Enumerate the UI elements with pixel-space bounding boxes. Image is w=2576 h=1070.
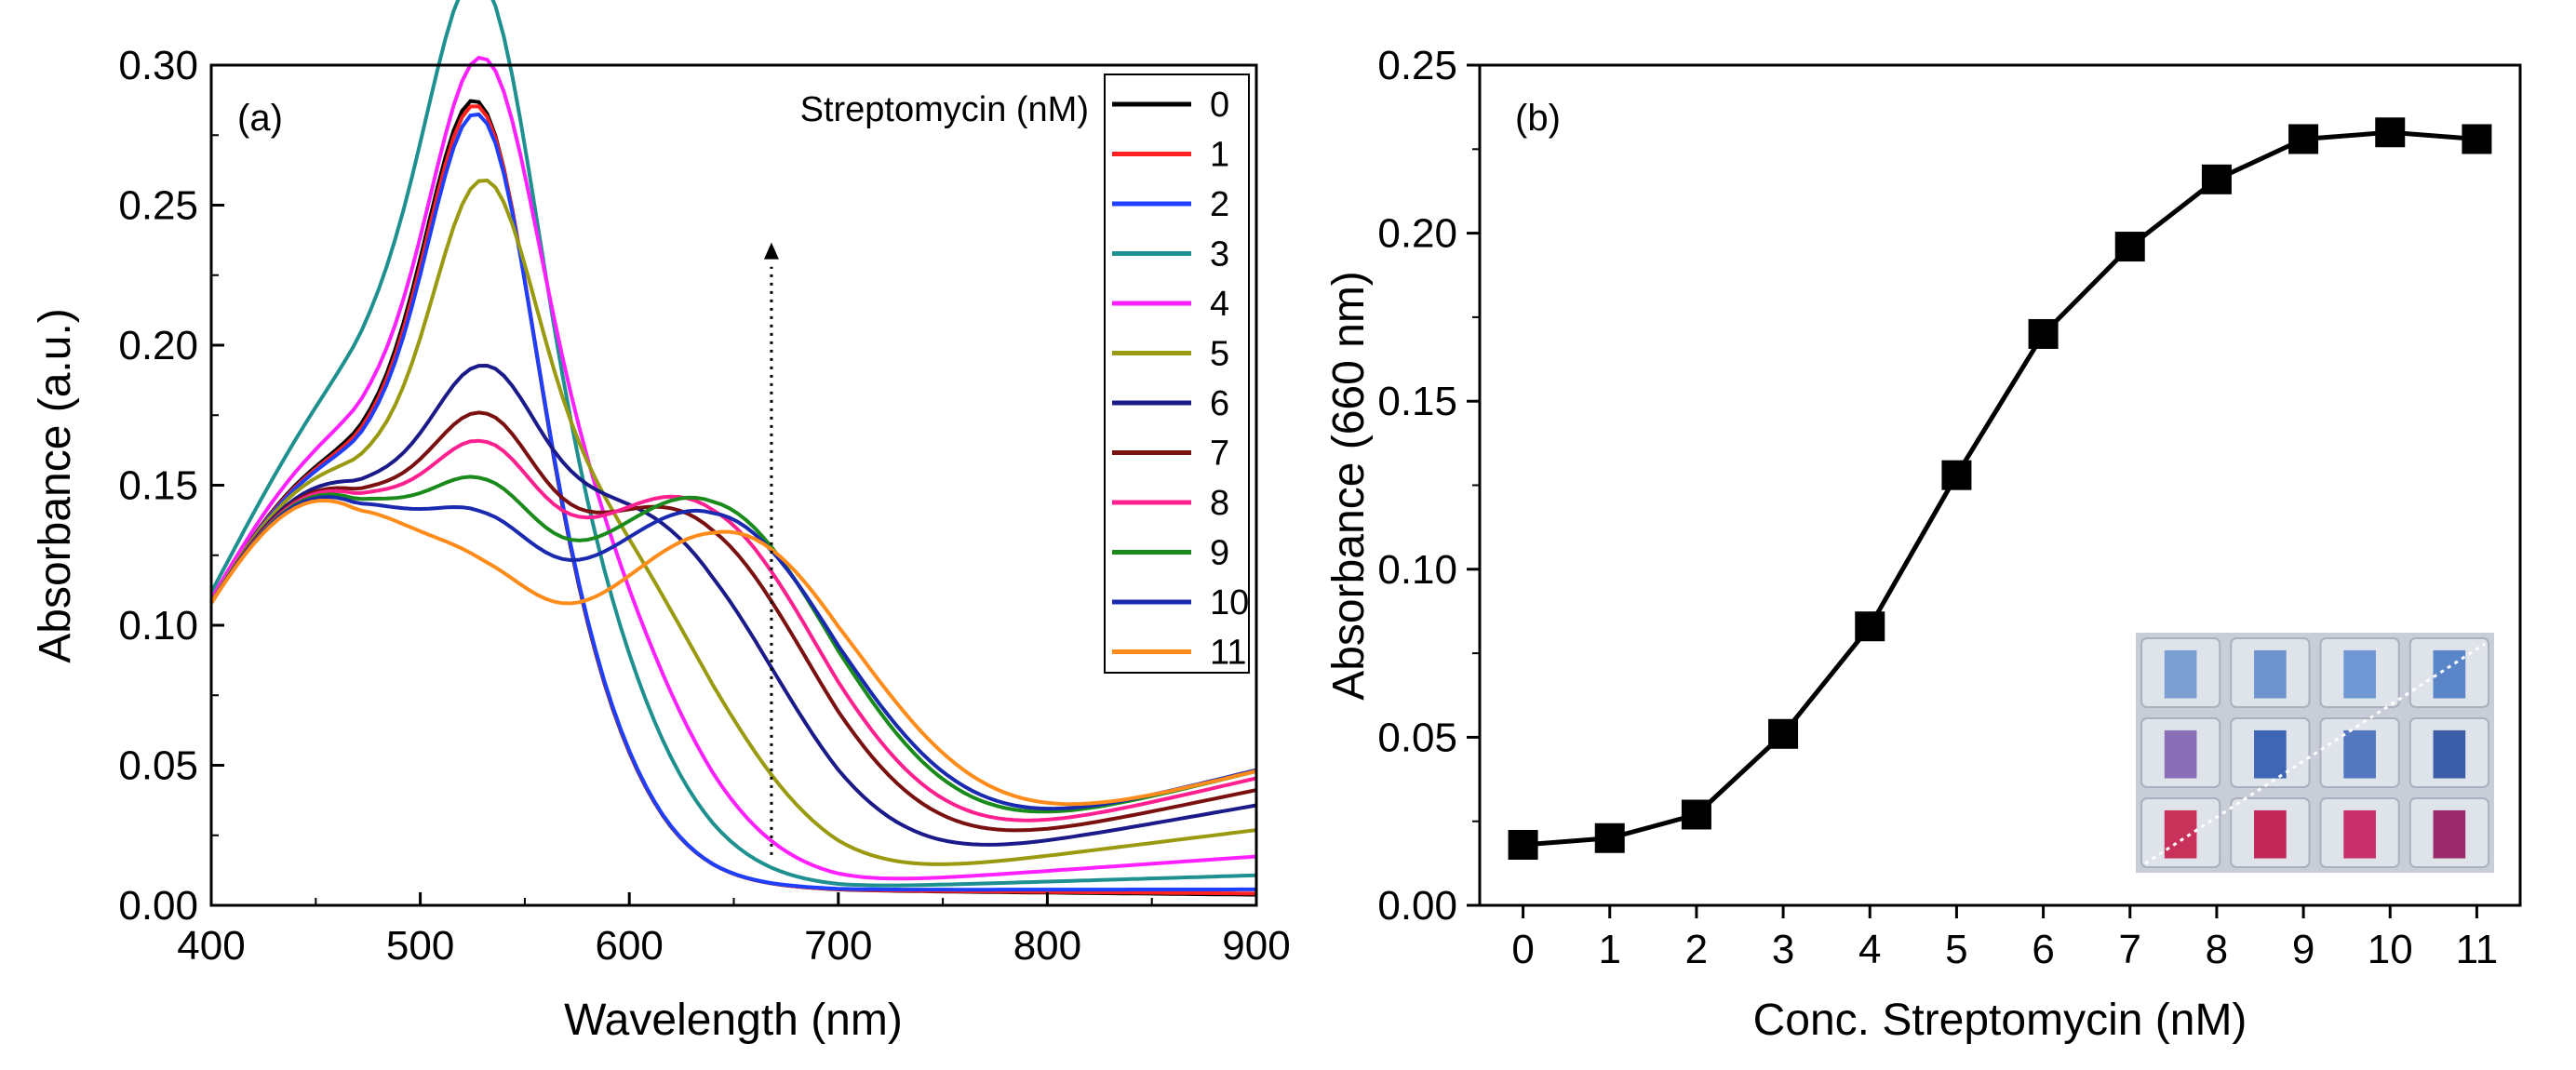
inset-cuvette-liquid (2343, 649, 2376, 699)
panel-b-point (2288, 124, 2319, 154)
panel-a-curve-8 (209, 438, 1257, 823)
panel-a-y-tick-label: 0.30 (118, 43, 198, 88)
legend-label-5: 5 (1210, 335, 1229, 374)
panel-a-y-axis-title: Absorbance (a.u.) (31, 308, 80, 663)
panel-a-x-tick-label: 600 (595, 923, 663, 969)
panel-b-x-tick-label: 7 (2119, 927, 2141, 972)
panel-a-x-ticks: 400 500 600 700 800 900 (177, 892, 1291, 969)
panel-b-x-tick-label: 6 (2032, 927, 2054, 972)
panel-b-point (2201, 164, 2232, 194)
panel-a-x-tick-label: 800 (1013, 923, 1081, 969)
panel-b-points (1508, 117, 2492, 860)
panel-b-point (1681, 799, 1711, 830)
inset-cuvette-liquid (2254, 809, 2287, 859)
inset-cuvette-liquid (2164, 649, 2197, 699)
panel-a-curve-7 (209, 410, 1257, 833)
panel-b-x-tick-label: 3 (1772, 927, 1794, 972)
panel-a-label: (a) (237, 98, 283, 139)
panel-a-y-tick-label: 0.15 (118, 463, 198, 509)
panel-b-x-tick-label: 2 (1685, 927, 1708, 972)
panel-a-x-axis-title: Wavelength (nm) (564, 996, 903, 1045)
panel-b-point (1855, 611, 1885, 642)
panel-a-y-tick-label: 0.25 (118, 183, 198, 229)
panel-a-legend-title: Streptomycin (nM) (800, 90, 1089, 129)
inset-cuvette-liquid (2254, 649, 2287, 699)
inset-cuvette-liquid (2343, 729, 2376, 779)
inset-cuvette-photo (2136, 633, 2494, 873)
legend-label-9: 9 (1210, 534, 1229, 573)
inset-cuvette-liquid (2433, 729, 2466, 779)
panel-b-y-tick-label: 0.15 (1377, 379, 1457, 424)
panel-a-y-tick-label: 0.05 (118, 743, 198, 789)
panel-b-x-ticks: 0 1 2 3 4 5 6 7 8 9 10 11 (1511, 905, 2498, 972)
panel-b-point (2375, 117, 2406, 148)
panel-b-x-tick-label: 8 (2206, 927, 2228, 972)
panel-a-curve-9 (209, 475, 1257, 814)
panel-b-point (1941, 460, 1972, 490)
panel-a-curve-3 (209, 0, 1257, 888)
panel-b-point (1508, 829, 1538, 860)
panel-b-y-tick-label: 0.20 (1377, 211, 1457, 257)
panel-a-y-tick-label: 0.20 (118, 323, 198, 368)
panel-b-point (1768, 718, 1799, 749)
legend-label-10: 10 (1210, 583, 1249, 622)
inset-cuvette-liquid (2433, 649, 2466, 699)
panel-b-y-tick-label: 0.05 (1377, 715, 1457, 760)
inset-cuvette-liquid (2254, 729, 2287, 779)
legend-label-7: 7 (1210, 435, 1229, 474)
panel-a-curve-5 (209, 178, 1257, 866)
panel-b-point (2462, 124, 2492, 154)
panel-b-x-tick-label: 11 (2456, 927, 2499, 972)
legend-label-4: 4 (1210, 285, 1229, 324)
inset-cuvette-liquid (2164, 809, 2197, 859)
legend-label-8: 8 (1210, 484, 1229, 523)
panel-a-legend: 0 1 2 3 4 5 6 7 8 9 10 11 (1112, 86, 1249, 673)
panel-a-curve-6 (209, 363, 1257, 847)
legend-label-11: 11 (1210, 634, 1246, 673)
panel-a-curve-4 (209, 55, 1257, 881)
legend-label-1: 1 (1210, 136, 1229, 175)
inset-cuvette-liquid (2164, 729, 2197, 779)
panel-b-x-tick-label: 9 (2292, 927, 2314, 972)
panel-b-x-tick-label: 0 (1511, 927, 1534, 972)
inset-cuvette-liquid (2343, 809, 2376, 859)
panel-a-chart: 400 500 600 700 800 900 0.000.050.100.150.200… (31, 0, 1291, 1045)
panel-b-x-tick-label: 4 (1858, 927, 1881, 972)
panel-b-label: (b) (1515, 98, 1561, 139)
inset-arrow-line (2144, 642, 2486, 865)
panel-a-x-tick-label: 900 (1222, 923, 1290, 969)
panel-b-x-tick-label: 1 (1599, 927, 1621, 972)
panel-a-x-tick-label: 700 (804, 923, 872, 969)
panel-a-x-tick-label: 400 (177, 923, 245, 969)
panel-b-y-tick-label: 0.00 (1377, 883, 1457, 929)
panel-b-point (1594, 823, 1625, 853)
panel-b-y-tick-label: 0.10 (1377, 547, 1457, 593)
legend-label-0: 0 (1210, 86, 1229, 125)
inset-cuvette-liquid (2433, 809, 2466, 859)
panel-b-y-tick-label: 0.25 (1377, 43, 1457, 88)
panel-a-curve-2 (209, 112, 1256, 892)
panel-b-chart: 0 1 2 3 4 5 6 7 8 9 10 11 0.000.050.100.150.200.25 … (1324, 43, 2522, 1045)
panel-b-y-axis-title: Absorbance (660 nm) (1324, 271, 1374, 701)
panel-a-y-ticks: 0.00 0.05 0.10 0.15 0.20 0.25 0.30 (118, 43, 224, 929)
panel-a-curve-11 (209, 498, 1257, 807)
panel-b-point (2028, 318, 2059, 349)
panel-a-y-tick-label: 0.00 (118, 883, 198, 929)
panel-a-x-tick-label: 500 (386, 923, 454, 969)
panel-b-point (2114, 232, 2145, 262)
panel-a-arrow-head (763, 242, 779, 260)
panel-b-x-tick-label: 5 (1945, 927, 1967, 972)
panel-b-x-axis-title: Conc. Streptomycin (nM) (1753, 996, 2247, 1045)
legend-label-6: 6 (1210, 384, 1229, 423)
panel-b-x-tick-label: 10 (2368, 927, 2413, 972)
panel-a-curves (209, 0, 1257, 897)
panel-b-y-ticks: 0.00 0.05 0.10 0.15 0.20 0.25 (1377, 43, 1480, 929)
legend-label-3: 3 (1210, 235, 1229, 274)
panel-a-y-tick-label: 0.10 (118, 603, 198, 649)
panel-a-legend-box (1104, 74, 1250, 674)
panel-a-curve-10 (209, 495, 1257, 811)
legend-label-2: 2 (1210, 185, 1229, 224)
